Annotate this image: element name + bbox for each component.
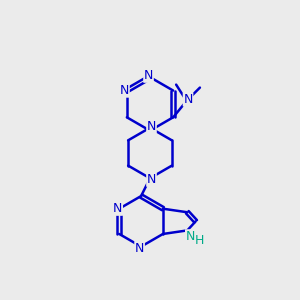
Text: N: N (135, 242, 144, 255)
Text: N: N (147, 173, 156, 186)
Text: N: N (144, 69, 153, 82)
Text: N: N (186, 230, 195, 243)
Text: N: N (120, 84, 129, 97)
Text: H: H (195, 234, 205, 247)
Text: N: N (113, 202, 122, 215)
Text: N: N (183, 93, 193, 106)
Text: N: N (147, 120, 156, 133)
